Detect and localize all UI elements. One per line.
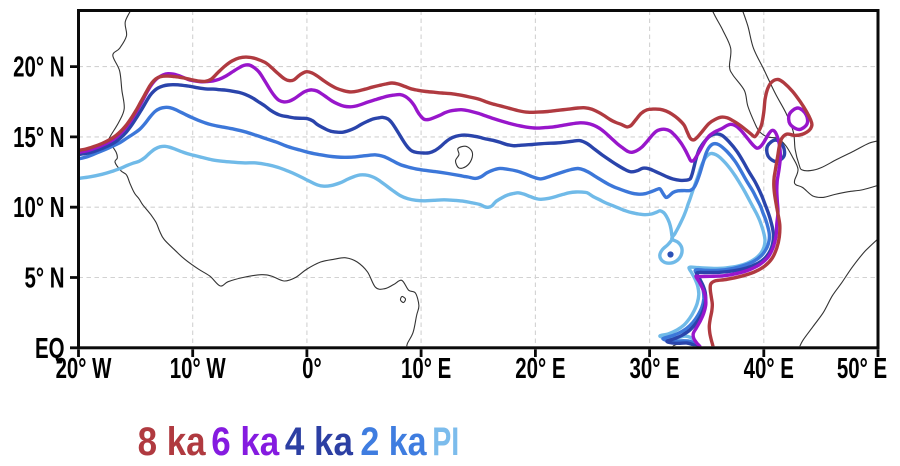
- svg-text:0°: 0°: [302, 353, 322, 385]
- svg-text:10° N: 10° N: [13, 192, 64, 224]
- svg-text:10° W: 10° W: [170, 353, 226, 385]
- svg-text:4 ka: 4 ka: [285, 420, 354, 461]
- svg-text:EQ: EQ: [35, 332, 65, 364]
- svg-text:PI: PI: [432, 420, 459, 461]
- svg-text:20° N: 20° N: [13, 51, 64, 83]
- svg-text:20° E: 20° E: [515, 353, 565, 385]
- svg-text:2 ka: 2 ka: [360, 420, 427, 461]
- svg-text:40° E: 40° E: [744, 353, 794, 385]
- svg-text:6 ka: 6 ka: [211, 420, 280, 461]
- svg-text:30° E: 30° E: [629, 353, 679, 385]
- svg-text:15° N: 15° N: [13, 121, 64, 153]
- svg-text:50° E: 50° E: [837, 353, 887, 385]
- svg-text:10° E: 10° E: [401, 353, 451, 385]
- svg-text:8 ka: 8 ka: [138, 420, 207, 461]
- svg-text:5° N: 5° N: [25, 262, 65, 294]
- svg-text:20° W: 20° W: [56, 353, 112, 385]
